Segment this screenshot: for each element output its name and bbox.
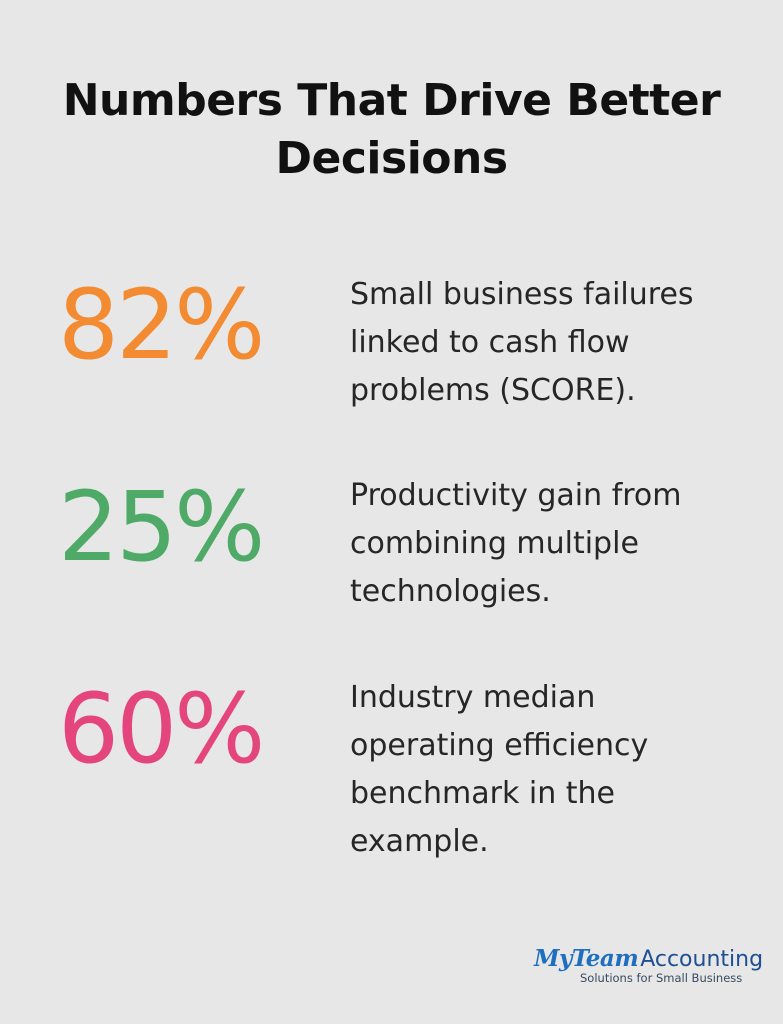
stat-description-line: Productivity gain from	[350, 478, 682, 513]
stat-value: 82%	[58, 269, 265, 381]
stat-description-line: technologies.	[350, 574, 551, 609]
logo-brand-myteam: MyTeam	[534, 945, 639, 972]
company-logo: MyTeamAccounting Solutions for Small Bus…	[534, 944, 763, 990]
stat-description-line: Industry median	[350, 680, 596, 715]
logo-wordmark: MyTeamAccounting	[534, 944, 763, 975]
stat-value: 25%	[58, 471, 265, 583]
logo-tagline: Solutions for Small Business	[580, 971, 743, 985]
stat-description-line: Small business failures	[350, 277, 694, 312]
stat-description-line: linked to cash flow	[350, 325, 630, 360]
stat-description: Industry median operating efficiency ben…	[350, 674, 750, 866]
logo-brand-accounting: Accounting	[640, 947, 764, 972]
stat-description-line: problems (SCORE).	[350, 373, 636, 408]
stat-description: Small business failures linked to cash f…	[350, 271, 750, 415]
page-title-line: Numbers That Drive Better	[62, 75, 721, 126]
stat-description-line: combining multiple	[350, 526, 639, 561]
stat-value: 60%	[58, 673, 265, 785]
stat-description-line: benchmark in the	[350, 776, 615, 811]
page-title: Numbers That Drive Better Decisions	[0, 72, 783, 188]
stat-description-line: operating efficiency	[350, 728, 649, 763]
stat-description: Productivity gain from combining multipl…	[350, 472, 750, 616]
page-title-line: Decisions	[275, 133, 508, 184]
stat-description-line: example.	[350, 824, 489, 859]
